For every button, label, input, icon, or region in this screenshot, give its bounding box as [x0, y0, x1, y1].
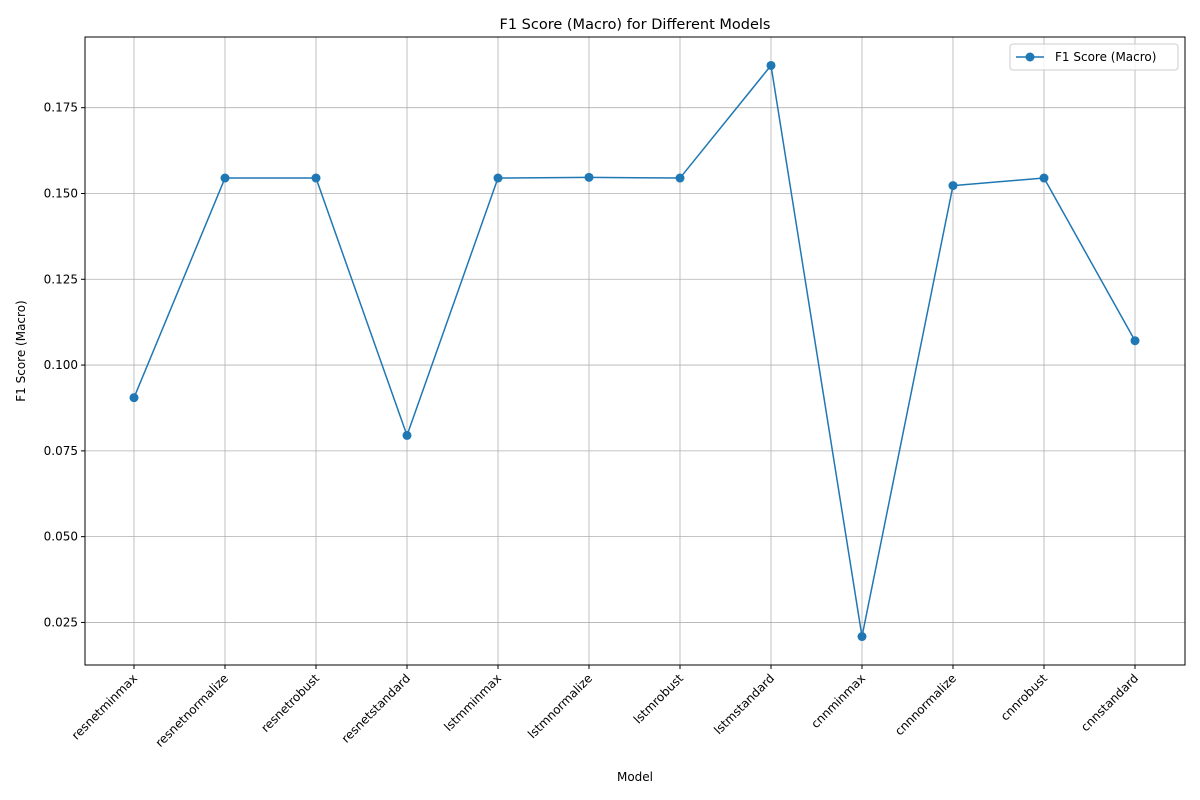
legend: F1 Score (Macro) [1009, 43, 1179, 71]
data-point [1039, 173, 1049, 183]
data-point [1130, 336, 1140, 346]
data-point [493, 173, 503, 183]
data-point [766, 60, 776, 70]
data-point [220, 173, 230, 183]
legend-box [1009, 43, 1179, 71]
y-tick-label: 0.050 [44, 530, 78, 544]
legend-entry-label: F1 Score (Macro) [1055, 50, 1156, 64]
legend-marker-swatch [1025, 52, 1035, 62]
data-point [129, 393, 139, 403]
y-tick-label: 0.175 [44, 101, 78, 115]
y-tick-label: 0.075 [44, 444, 78, 458]
data-point [311, 173, 321, 183]
data-point [675, 173, 685, 183]
data-point [857, 632, 867, 642]
y-tick-label: 0.025 [44, 615, 78, 629]
chart-title: F1 Score (Macro) for Different Models [500, 17, 771, 33]
data-point [584, 172, 594, 182]
data-point [402, 430, 412, 440]
series-layer [129, 60, 1140, 642]
plot-frame [84, 36, 1186, 666]
data-point [948, 181, 958, 191]
series-line [133, 64, 1136, 638]
y-tick-label: 0.150 [44, 186, 78, 200]
grid-layer [85, 37, 1185, 665]
y-tick-label: 0.125 [44, 272, 78, 286]
x-axis-label: Model [617, 770, 653, 784]
y-tick-label: 0.100 [44, 358, 78, 372]
y-axis-label: F1 Score (Macro) [14, 300, 28, 401]
